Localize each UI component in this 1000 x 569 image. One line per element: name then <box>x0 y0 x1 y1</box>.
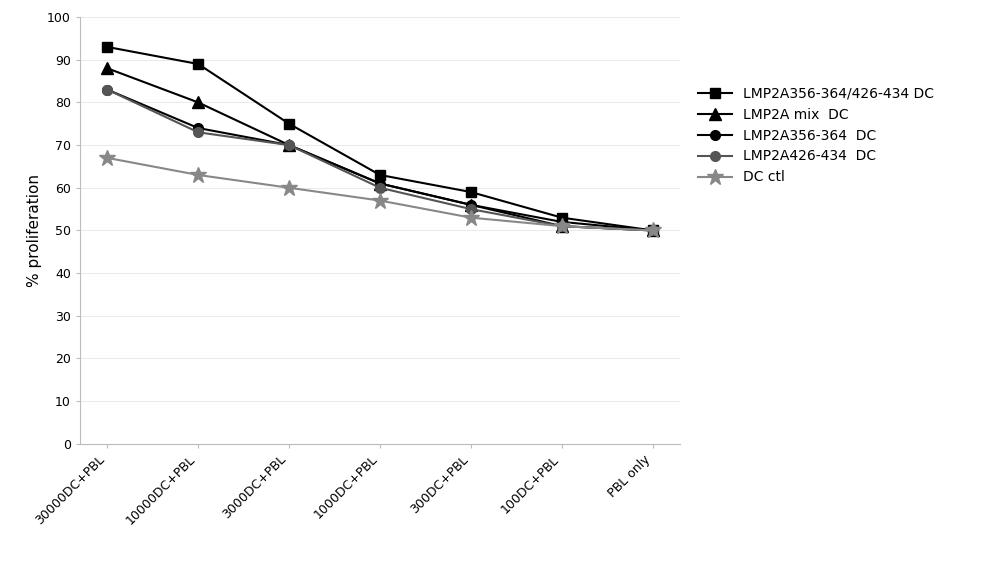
DC ctl <box>101 155 113 162</box>
LMP2A mix  DC <box>192 99 204 106</box>
DC ctl <box>283 184 295 191</box>
LMP2A426-434  DC <box>374 184 386 191</box>
Line: LMP2A356-364  DC: LMP2A356-364 DC <box>102 85 658 236</box>
LMP2A mix  DC <box>101 65 113 72</box>
LMP2A356-364/426-434 DC <box>465 189 477 196</box>
LMP2A356-364/426-434 DC <box>192 61 204 68</box>
DC ctl <box>647 227 659 234</box>
LMP2A356-364/426-434 DC <box>647 227 659 234</box>
LMP2A356-364  DC <box>647 227 659 234</box>
LMP2A mix  DC <box>556 223 568 230</box>
LMP2A mix  DC <box>465 201 477 208</box>
LMP2A356-364/426-434 DC <box>556 215 568 221</box>
LMP2A356-364  DC <box>101 86 113 93</box>
Line: DC ctl: DC ctl <box>99 150 661 239</box>
LMP2A356-364  DC <box>192 125 204 131</box>
LMP2A356-364  DC <box>465 201 477 208</box>
LMP2A426-434  DC <box>101 86 113 93</box>
LMP2A mix  DC <box>647 227 659 234</box>
LMP2A426-434  DC <box>556 223 568 230</box>
LMP2A356-364  DC <box>556 218 568 225</box>
LMP2A mix  DC <box>374 180 386 187</box>
LMP2A356-364/426-434 DC <box>283 121 295 127</box>
LMP2A356-364  DC <box>374 180 386 187</box>
LMP2A356-364/426-434 DC <box>101 44 113 51</box>
LMP2A426-434  DC <box>283 142 295 149</box>
Line: LMP2A356-364/426-434 DC: LMP2A356-364/426-434 DC <box>102 42 658 236</box>
DC ctl <box>374 197 386 204</box>
Y-axis label: % proliferation: % proliferation <box>27 174 42 287</box>
DC ctl <box>556 223 568 230</box>
LMP2A356-364  DC <box>283 142 295 149</box>
LMP2A426-434  DC <box>465 206 477 213</box>
DC ctl <box>192 172 204 179</box>
LMP2A426-434  DC <box>192 129 204 136</box>
DC ctl <box>465 215 477 221</box>
Line: LMP2A426-434  DC: LMP2A426-434 DC <box>102 85 658 236</box>
Line: LMP2A mix  DC: LMP2A mix DC <box>102 63 658 236</box>
LMP2A426-434  DC <box>647 227 659 234</box>
Legend: LMP2A356-364/426-434 DC, LMP2A mix  DC, LMP2A356-364  DC, LMP2A426-434  DC, DC c: LMP2A356-364/426-434 DC, LMP2A mix DC, L… <box>692 81 940 190</box>
LMP2A356-364/426-434 DC <box>374 172 386 179</box>
LMP2A mix  DC <box>283 142 295 149</box>
